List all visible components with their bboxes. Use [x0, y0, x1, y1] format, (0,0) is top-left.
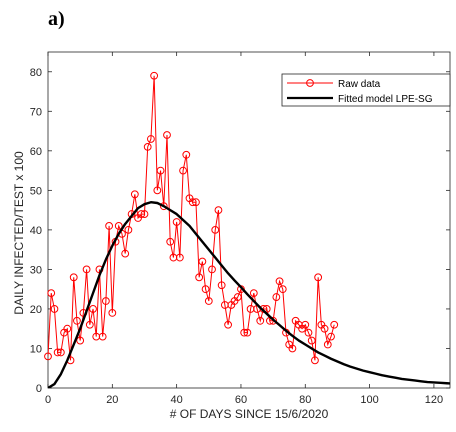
data-point-raw [114, 222, 123, 230]
data-point-raw [278, 285, 287, 294]
data-point-raw [307, 336, 316, 345]
data-point-raw [143, 142, 152, 151]
data-point-raw [211, 225, 220, 234]
data-point-raw [137, 210, 146, 218]
series-line-fitted-model [48, 201, 450, 388]
data-point-raw [272, 293, 281, 301]
data-point-raw [288, 344, 297, 353]
x-tick-label: 120 [425, 394, 443, 406]
data-point-raw [314, 273, 323, 282]
legend: Raw data Fitted model LPE-SG [281, 73, 451, 107]
data-point-raw [98, 332, 107, 341]
legend-label-fit: Fitted model LPE-SG [338, 94, 433, 105]
data-point-raw [323, 340, 332, 349]
data-point-raw [217, 281, 226, 290]
x-tick-label: 80 [299, 394, 311, 406]
data-point-raw [179, 166, 187, 175]
data-point-raw [150, 71, 159, 80]
data-point-raw [163, 131, 171, 139]
data-point-raw [156, 166, 165, 175]
data-point-raw [140, 210, 149, 218]
data-point-raw [121, 249, 130, 258]
data-point-raw [47, 289, 56, 298]
y-axis-label: DAILY INFECTED/TEST x 100 [12, 151, 26, 315]
data-point-raw [85, 320, 94, 329]
data-point-raw [124, 225, 133, 234]
data-point-raw [195, 273, 204, 282]
y-tick-label: 60 [30, 146, 42, 158]
data-point-raw [63, 324, 72, 333]
data-point-raw [320, 324, 329, 333]
x-axis-label: # OF DAYS SINCE 15/6/2020 [170, 407, 329, 421]
data-point-raw [69, 273, 78, 282]
data-point-raw [105, 222, 114, 230]
data-point-raw [208, 265, 216, 274]
series-line-raw-data [48, 75, 335, 361]
data-point-raw [214, 206, 223, 215]
data-point-raw [53, 348, 62, 357]
data-point-raw [192, 198, 200, 207]
data-point-raw [182, 150, 191, 159]
data-point-raw [76, 336, 85, 345]
data-point-raw [153, 186, 162, 195]
axes-frame [47, 51, 451, 389]
data-point-raw [175, 253, 184, 262]
y-tick-label: 80 [30, 67, 42, 79]
data-point-raw [269, 316, 278, 325]
data-point-raw [166, 237, 175, 246]
data-point-raw [188, 198, 197, 207]
x-tick-label: 40 [171, 394, 183, 406]
data-point-raw [44, 352, 52, 361]
legend-marker-raw [306, 79, 314, 87]
panel-label: a) [48, 8, 65, 30]
data-point-raw [304, 328, 313, 337]
y-tick-label: 70 [30, 106, 42, 118]
data-point-raw [301, 320, 310, 329]
y-tick-label: 10 [30, 343, 42, 355]
data-point-raw [240, 328, 249, 337]
data-point-raw [89, 305, 97, 313]
data-point-raw [201, 285, 210, 294]
x-tick-label: 60 [235, 394, 247, 406]
data-point-raw [50, 305, 59, 313]
x-tick-label: 0 [45, 394, 51, 406]
x-tick-label: 100 [360, 394, 378, 406]
data-point-raw [327, 332, 335, 341]
data-point-raw [101, 297, 110, 305]
x-tick-label: 20 [106, 394, 118, 406]
plot-area: 0 20 40 60 80 100 120 0 10 20 30 40 50 60 70 80 [30, 51, 451, 406]
data-point-raw [172, 218, 181, 226]
data-point-raw [198, 257, 207, 266]
data-point-raw [159, 202, 168, 211]
data-point-raw [73, 316, 81, 325]
data-point-raw [256, 316, 265, 325]
data-point-raw [147, 135, 155, 143]
data-point-raw [243, 328, 252, 337]
y-tick-label: 20 [30, 304, 42, 316]
data-point-raw [108, 308, 117, 317]
data-point-raw [82, 265, 91, 274]
data-point-raw [130, 190, 139, 199]
y-tick-label: 0 [36, 383, 42, 395]
data-point-raw [311, 356, 319, 365]
y-tick-label: 40 [30, 225, 42, 237]
data-point-raw [233, 293, 242, 301]
data-point-raw [249, 289, 258, 298]
data-point-raw [56, 348, 65, 357]
data-point-raw [204, 297, 213, 305]
y-tick-label: 50 [30, 185, 42, 197]
legend-label-raw: Raw data [338, 79, 381, 90]
y-tick-label: 30 [30, 264, 42, 276]
data-point-raw [224, 320, 232, 329]
data-point-raw [330, 320, 339, 329]
data-point-raw [275, 277, 284, 286]
